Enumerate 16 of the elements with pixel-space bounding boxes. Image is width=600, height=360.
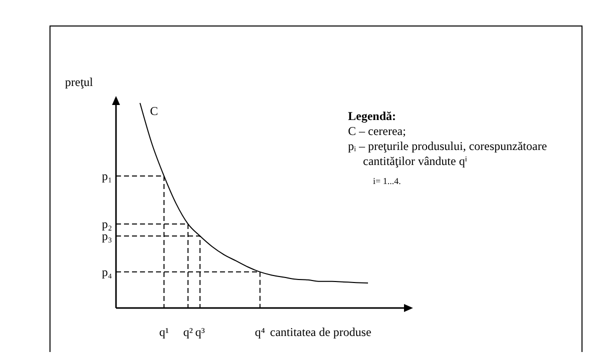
x-tick-label: q¹: [159, 325, 170, 339]
annotation: p₁: [102, 168, 112, 183]
x-tick-label: q³: [195, 325, 206, 339]
series-label: C: [150, 104, 158, 118]
annotation: pᵢ – preţurile produsului, corespunzătoare: [348, 139, 547, 153]
annotation: Legendă:: [348, 109, 396, 123]
y-axis-title: preţul: [65, 75, 94, 89]
annotation: i= 1...4.: [373, 176, 401, 186]
x-axis-title: cantitatea de produse: [270, 325, 372, 339]
annotation: p₃: [102, 229, 112, 244]
annotation: p₂: [102, 216, 112, 231]
annotation: p₄: [102, 264, 112, 279]
x-tick-label: q⁴: [254, 325, 266, 339]
x-tick-label: q²: [183, 325, 194, 339]
annotation: C – cererea;: [348, 124, 406, 138]
annotation: cantităţilor vândute qⁱ: [363, 154, 467, 168]
